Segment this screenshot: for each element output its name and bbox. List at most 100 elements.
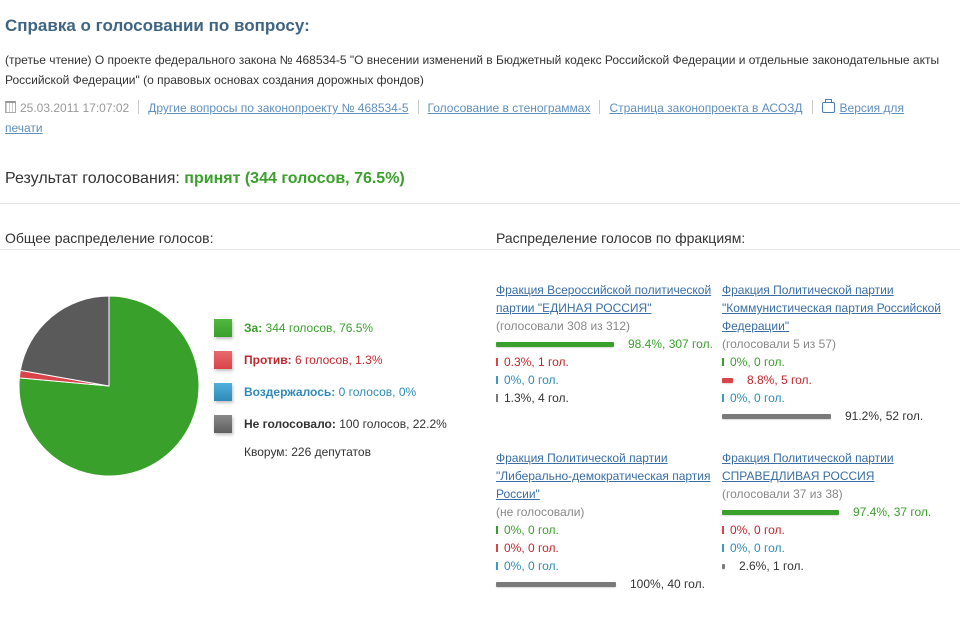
faction-vote-row-abst: 0%, 0 гол. (496, 371, 716, 389)
vote-bar (722, 358, 724, 366)
legend-value: 0 голосов, 0% (338, 385, 417, 399)
vote-pie-chart (18, 295, 200, 477)
vote-result: Результат голосования: принят (344 голос… (5, 170, 405, 188)
printer-icon[interactable] (821, 99, 835, 113)
divider (0, 249, 960, 250)
faction-link-united-russia[interactable]: Фракция Всероссийской политической парти… (496, 283, 712, 315)
faction-vote-row-abst: 0%, 0 гол. (722, 389, 942, 407)
legend-key: Не голосовало: (244, 417, 336, 431)
separator (138, 100, 140, 114)
legend-key: Против: (244, 353, 292, 367)
faction-vote-row-for: 97.4%, 37 гол. (722, 503, 942, 521)
faction-link-just-russia[interactable]: Фракция Политической партии СПРАВЕДЛИВАЯ… (722, 451, 894, 483)
vote-value: 2.6%, 1 гол. (739, 559, 804, 573)
faction-voted-count: (голосовали 5 из 57) (722, 337, 836, 351)
legend-value: 6 голосов, 1.3% (294, 353, 383, 367)
legend-key: За: (244, 321, 263, 335)
faction-vote-row-for: 98.4%, 307 гол. (496, 335, 716, 353)
vote-value: 0%, 0 гол. (730, 391, 785, 405)
vote-value: 0%, 0 гол. (504, 373, 559, 387)
faction-link-ldpr[interactable]: Фракция Политической партии "Либерально-… (496, 451, 711, 501)
vote-bar (722, 509, 839, 515)
vote-datetime: 25.03.2011 17:07:02 (20, 101, 130, 115)
vote-bar (496, 562, 498, 570)
vote-bar (496, 394, 498, 402)
factions-heading: Распределение голосов по фракциям: (496, 230, 746, 246)
legend-item-abstained: Воздержалось: 0 голосов, 0% (214, 376, 447, 408)
divider (0, 203, 960, 204)
calendar-icon (5, 101, 16, 113)
vote-bar (496, 341, 614, 347)
vote-value: 1.3%, 4 гол. (504, 391, 569, 405)
result-value: принят (344 голосов, 76.5%) (184, 170, 405, 187)
legend-value: 344 голосов, 76.5% (265, 321, 374, 335)
faction-vote-row-abst: 0%, 0 гол. (722, 539, 942, 557)
faction-link-kprf[interactable]: Фракция Политической партии "Коммунистич… (722, 283, 941, 333)
vote-bar (722, 377, 733, 383)
vote-value: 0.3%, 1 гол. (504, 355, 569, 369)
vote-bar (722, 413, 831, 419)
faction-vote-row-against: 0.3%, 1 гол. (496, 353, 716, 371)
pie-slice-not-voted (19, 295, 110, 387)
vote-bar (496, 376, 498, 384)
vote-value: 0%, 0 гол. (730, 541, 785, 555)
faction-vote-row-against: 8.8%, 5 гол. (722, 371, 942, 389)
green-swatch-icon (214, 319, 232, 337)
print-version-link[interactable]: Версия для печати (5, 101, 904, 135)
vote-value: 100%, 40 гол. (630, 577, 705, 591)
legend-item-for: За: 344 голосов, 76.5% (214, 312, 447, 344)
vote-bar (722, 544, 724, 552)
vote-value: 98.4%, 307 гол. (628, 337, 713, 351)
legend-key: Воздержалось: (244, 385, 336, 399)
legend-item-against: Против: 6 голосов, 1.3% (214, 344, 447, 376)
faction-block: Фракция Всероссийской политической парти… (496, 281, 716, 407)
pie-legend: За: 344 голосов, 76.5% Против: 6 голосов… (214, 312, 447, 440)
legend-value: 100 голосов, 22.2% (339, 417, 447, 431)
separator (417, 100, 419, 114)
vote-bar (496, 358, 498, 366)
faction-vote-row-abst: 0%, 0 гол. (496, 557, 716, 575)
vote-value: 0%, 0 гол. (730, 355, 785, 369)
vote-bar (496, 526, 498, 534)
faction-block: Фракция Политической партии "Либерально-… (496, 449, 716, 593)
faction-vote-row-for: 0%, 0 гол. (722, 353, 942, 371)
faction-vote-row-none: 2.6%, 1 гол. (722, 557, 942, 575)
faction-block: Фракция Политической партии СПРАВЕДЛИВАЯ… (722, 449, 942, 575)
asozd-page-link[interactable]: Страница законопроекта в АСОЗД (609, 101, 803, 115)
vote-bar (496, 544, 498, 552)
faction-block: Фракция Политической партии "Коммунистич… (722, 281, 942, 425)
vote-value: 8.8%, 5 гол. (747, 373, 812, 387)
vote-value: 91.2%, 52 гол. (845, 409, 924, 423)
vote-value: 0%, 0 гол. (504, 541, 559, 555)
separator (599, 100, 601, 114)
result-label: Результат голосования: (5, 170, 180, 187)
quorum: Кворум: 226 депутатов (244, 445, 371, 459)
vote-subject: (третье чтение) О проекте федерального з… (5, 53, 940, 87)
vote-bar (722, 394, 724, 402)
vote-bar (722, 526, 724, 534)
separator (811, 100, 813, 114)
blue-swatch-icon (214, 383, 232, 401)
vote-bar (722, 563, 725, 569)
faction-vote-row-none: 91.2%, 52 гол. (722, 407, 942, 425)
page-title: Справка о голосовании по вопросу: (5, 16, 310, 35)
faction-vote-row-none: 100%, 40 гол. (496, 575, 716, 593)
vote-value: 0%, 0 гол. (730, 523, 785, 537)
legend-item-not-voted: Не голосовало: 100 голосов, 22.2% (214, 408, 447, 440)
faction-vote-row-for: 0%, 0 гол. (496, 521, 716, 539)
red-swatch-icon (214, 351, 232, 369)
other-questions-link[interactable]: Другие вопросы по законопроекту № 468534… (148, 101, 409, 115)
meta-bar: 25.03.2011 17:07:02 Другие вопросы по зак… (5, 98, 940, 138)
faction-vote-row-against: 0%, 0 гол. (722, 521, 942, 539)
vote-value: 0%, 0 гол. (504, 559, 559, 573)
faction-voted-count: (не голосовали) (496, 505, 585, 519)
faction-voted-count: (голосовали 308 из 312) (496, 319, 631, 333)
faction-vote-row-none: 1.3%, 4 гол. (496, 389, 716, 407)
faction-vote-row-against: 0%, 0 гол. (496, 539, 716, 557)
faction-voted-count: (голосовали 37 из 38) (722, 487, 843, 501)
transcripts-link[interactable]: Голосование в стенограммах (427, 101, 591, 115)
vote-value: 97.4%, 37 гол. (853, 505, 932, 519)
vote-value: 0%, 0 гол. (504, 523, 559, 537)
vote-bar (496, 581, 616, 587)
overall-heading: Общее распределение голосов: (5, 230, 214, 246)
